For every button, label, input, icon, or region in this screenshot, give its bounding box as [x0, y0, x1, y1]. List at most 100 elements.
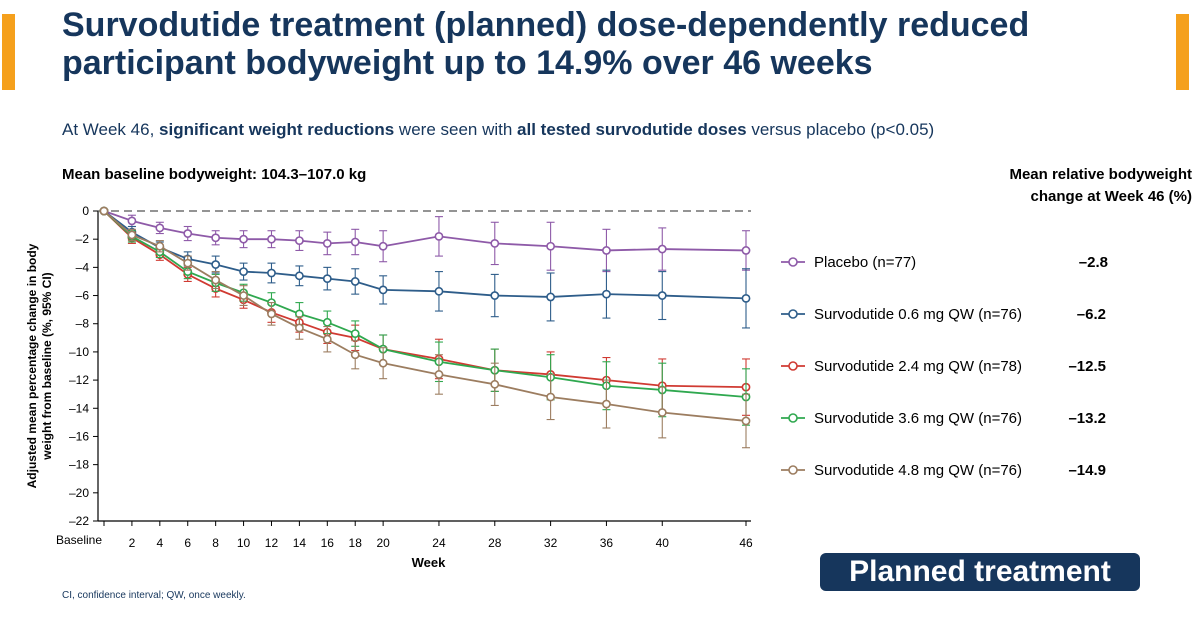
data-point [267, 234, 276, 244]
legend-marker-icon [781, 257, 805, 267]
data-point [602, 399, 611, 409]
data-point [434, 370, 444, 379]
week46-value: –12.5 [1068, 357, 1106, 375]
x-tick-label: 24 [432, 536, 446, 550]
legend-item: Survodutide 4.8 mg QW (n=76) –14.9 [780, 444, 1120, 496]
week46-header-line-2: change at Week 46 (%) [1030, 188, 1192, 205]
data-point [350, 350, 360, 360]
data-point [239, 291, 248, 300]
x-tick-label: 32 [544, 536, 558, 550]
week46-value: –6.2 [1076, 305, 1106, 323]
data-point [657, 291, 667, 300]
data-point [350, 237, 360, 247]
x-tick-label: 14 [293, 536, 307, 550]
series-line [103, 210, 747, 300]
legend-marker-icon [781, 361, 805, 371]
data-point [741, 246, 751, 255]
data-point [490, 291, 500, 300]
data-point [239, 234, 248, 244]
legend-item: Survodutide 2.4 mg QW (n=78) –12.5 [780, 340, 1120, 392]
data-point [99, 206, 109, 216]
week46-header-line-1: Mean relative bodyweight [1009, 166, 1192, 183]
legend-marker-icon [781, 413, 805, 423]
data-point [239, 267, 248, 276]
data-point [546, 392, 556, 402]
x-tick-label: 40 [656, 536, 670, 550]
legend-marker-icon [781, 465, 805, 475]
data-point [602, 246, 611, 255]
data-point [183, 229, 193, 238]
y-tick-label: –20 [69, 486, 89, 500]
subtitle-bold-2: all tested survodutide doses [517, 120, 747, 139]
legend-marker-icon [781, 309, 805, 319]
y-tick-label: –16 [69, 429, 89, 443]
x-tick-label: 4 [156, 536, 163, 550]
data-point [350, 277, 360, 286]
data-point [378, 241, 388, 251]
data-point [127, 216, 137, 226]
x-tick-label: 6 [184, 536, 191, 550]
data-point [322, 239, 332, 248]
data-point [267, 309, 276, 319]
data-point [155, 223, 165, 233]
data-point [657, 244, 667, 254]
subtitle-bold-1: significant weight reductions [159, 120, 395, 139]
planned-treatment-badge: Planned treatment [820, 553, 1140, 591]
data-point [546, 292, 556, 302]
accent-bar-left [2, 14, 15, 90]
x-tick-label: 20 [376, 536, 390, 550]
baseline-bodyweight-note: Mean baseline bodyweight: 104.3–107.0 kg [62, 166, 367, 183]
data-point [294, 271, 304, 281]
data-point [490, 239, 500, 248]
data-point [741, 293, 751, 303]
data-point [211, 260, 221, 269]
series-line [103, 210, 747, 389]
subtitle-part-2: were seen with [394, 120, 518, 139]
data-point [490, 379, 500, 389]
legend-label: Placebo (n=77) [814, 253, 917, 271]
week46-value: –14.9 [1068, 461, 1106, 479]
y-tick-label: –10 [69, 345, 89, 359]
x-tick-label: 36 [600, 536, 614, 550]
slide-subtitle: At Week 46, significant weight reduction… [62, 120, 934, 140]
x-axis-title: Week [412, 555, 446, 570]
x-tick-label: 12 [265, 536, 279, 550]
data-point [322, 334, 332, 344]
legend-item: Placebo (n=77) –2.8 [780, 236, 1120, 288]
series-4 [99, 206, 751, 426]
data-point [378, 285, 388, 295]
data-point [211, 233, 221, 243]
y-tick-label: –22 [69, 514, 89, 528]
data-point [183, 258, 193, 268]
y-tick-label: –6 [76, 289, 90, 303]
legend-label: Survodutide 3.6 mg QW (n=76) [814, 409, 1023, 427]
y-tick-label: –14 [69, 401, 89, 415]
slide-title: Survodutide treatment (planned) dose-dep… [62, 6, 1030, 82]
series-5 [99, 206, 751, 449]
y-axis-title-line-1: Adjusted mean percentage change in body [25, 243, 39, 488]
accent-bar-right [1176, 14, 1189, 90]
legend-label: Survodutide 2.4 mg QW (n=78) [814, 357, 1023, 375]
x-tick-label: Baseline [56, 533, 102, 547]
series-2 [99, 206, 751, 329]
week46-value: –13.2 [1068, 409, 1106, 427]
data-point [294, 236, 304, 245]
legend-item: Survodutide 0.6 mg QW (n=76) –6.2 [780, 288, 1120, 340]
data-point [741, 416, 751, 426]
x-tick-label: 8 [212, 536, 219, 550]
data-point [378, 358, 388, 368]
x-tick-label: 10 [237, 536, 251, 550]
legend-label: Survodutide 0.6 mg QW (n=76) [814, 305, 1023, 323]
x-tick-label: 16 [321, 536, 335, 550]
y-tick-label: –2 [76, 232, 90, 246]
legend-item: Survodutide 3.6 mg QW (n=76) –13.2 [780, 392, 1120, 444]
data-point [350, 329, 360, 338]
footnote: CI, confidence interval; QW, once weekly… [62, 590, 246, 601]
chart-series [99, 206, 751, 449]
chart-legend: Placebo (n=77) –2.8 Survodutide 0.6 mg QW … [780, 236, 1120, 496]
week46-value: –2.8 [1078, 253, 1108, 271]
x-tick-label: 46 [739, 536, 753, 550]
data-point [546, 241, 556, 251]
subtitle-part-3: versus placebo (p<0.05) [746, 120, 935, 139]
